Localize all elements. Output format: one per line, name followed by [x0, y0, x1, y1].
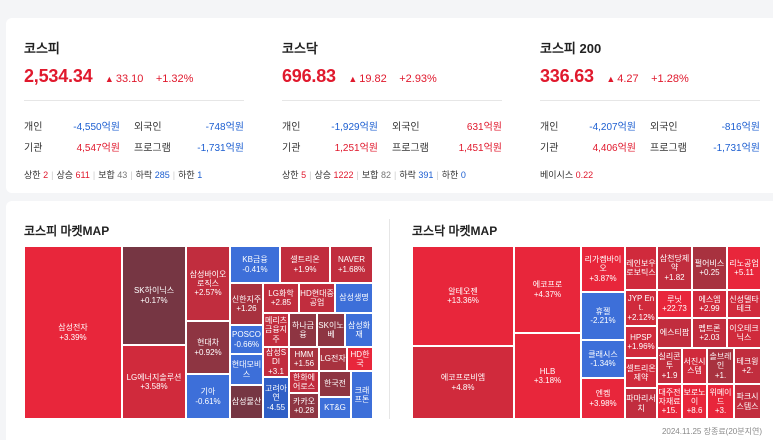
treemap-tile[interactable]: 위메이드 +3.: [707, 384, 734, 419]
treemap-tile[interactable]: 펩트론 +2.03: [692, 318, 727, 348]
treemap-tile[interactable]: 셀트리온제약: [625, 358, 657, 388]
index-name[interactable]: 코스피: [24, 41, 60, 56]
index-value: 2,534.34: [24, 66, 93, 86]
treemap-tile[interactable]: 고려아연 -4.55: [263, 377, 289, 419]
index-change: ▲ 4.27: [606, 73, 639, 85]
treemap-tile[interactable]: 휴젤 -2.21%: [581, 292, 625, 340]
treemap-tile[interactable]: SK이노베: [317, 313, 345, 347]
treemap-tile[interactable]: 하나금융: [289, 313, 317, 347]
timestamp: 2024.11.25 장종료(20분지연): [661, 427, 762, 436]
treemap-tile[interactable]: 신한지주 +1.26: [230, 283, 263, 325]
treemap-tile[interactable]: 에코프로비엠 +4.8%: [412, 346, 514, 419]
treemap-tile[interactable]: 에스엠 +2.99: [692, 290, 727, 318]
treemap-tile[interactable]: LG화학 +2.85: [263, 283, 299, 313]
index-price-row: 336.63 ▲ 4.27 +1.28%: [540, 66, 689, 87]
up-triangle-icon: ▲: [606, 74, 616, 84]
index-name[interactable]: 코스피 200: [540, 41, 602, 56]
treemap-tile[interactable]: 현대모비스: [230, 354, 263, 385]
treemap-tile[interactable]: 메리츠금융지주: [263, 313, 289, 347]
treemap-tile[interactable]: 파마리서치: [625, 388, 657, 419]
investor-institution: 기관 4,547억원 프로그램 -1,731억원: [24, 143, 244, 154]
treemap-tile[interactable]: JYP Ent. +2.12%: [625, 290, 657, 326]
index-value: 336.63: [540, 66, 594, 86]
advance-decline-stats: 상한 5 | 상승 1222 | 보합 82 | 하락 391 | 하한 0: [282, 170, 466, 180]
index-rate: +2.93%: [399, 73, 437, 85]
basis-stat: 베이시스 0.22: [540, 170, 594, 180]
investor-individual: 개인 -4,207억원 외국인 -816억원: [540, 122, 760, 133]
treemap-tile[interactable]: 루닛 +22.73: [657, 290, 692, 318]
treemap-tile[interactable]: HMM +1.56: [289, 347, 319, 371]
treemap-tile[interactable]: 파크시스템스: [734, 384, 761, 419]
treemap-tile[interactable]: 테크윙 +2.: [734, 348, 761, 384]
index-value: 696.83: [282, 66, 336, 86]
treemap-tile[interactable]: HLB +3.18%: [514, 333, 581, 419]
divider: [389, 219, 390, 419]
treemap-tile[interactable]: 한화에어로스: [289, 371, 319, 393]
investor-individual: 개인 -1,929억원 외국인 631억원: [282, 122, 502, 133]
treemap-tile[interactable]: 알테오젠 +13.36%: [412, 246, 514, 346]
treemap-tile[interactable]: 실리콘투 +1.9: [657, 348, 682, 384]
up-triangle-icon: ▲: [348, 74, 358, 84]
treemap-tile[interactable]: 삼성물산: [230, 385, 263, 419]
treemap-tile[interactable]: 삼성전자 +3.39%: [24, 246, 122, 419]
treemap-tile[interactable]: 리가켐바이오 +3.87%: [581, 246, 625, 292]
index-change: ▲ 33.10: [104, 73, 144, 85]
kospi-treemap: 삼성전자 +3.39% SK하이닉스 +0.17% LG에너지솔루션 +3.58% 삼…: [24, 246, 373, 419]
treemap-tile[interactable]: SK하이닉스 +0.17%: [122, 246, 186, 345]
treemap-tile[interactable]: 기아 -0.61%: [186, 374, 230, 419]
index-rate: +1.32%: [155, 73, 194, 85]
index-price-row: 696.83 ▲ 19.82 +2.93%: [282, 66, 437, 87]
treemap-tile[interactable]: 에코프로 +4.37%: [514, 246, 581, 333]
investor-institution: 기관 4,406억원 프로그램 -1,731억원: [540, 143, 760, 154]
treemap-tile[interactable]: 카카오 +0.28: [289, 393, 319, 419]
index-price-row: 2,534.34 ▲ 33.10 +1.32%: [24, 66, 193, 87]
treemap-tile[interactable]: 클래시스 -1.34%: [581, 340, 625, 378]
index-change: ▲ 19.82: [348, 73, 387, 85]
index-summary-panel: 코스피 2,534.34 ▲ 33.10 +1.32% 개인 -4,550억원 외…: [6, 18, 773, 193]
treemap-tile[interactable]: KB금융 -0.41%: [230, 246, 280, 283]
treemap-tile[interactable]: LG전자: [319, 347, 347, 371]
kosdaq-map-title[interactable]: 코스닥 마켓MAP: [412, 224, 498, 238]
treemap-tile[interactable]: 신성델타테크: [727, 290, 761, 318]
investor-individual: 개인 -4,550억원 외국인 -748억원: [24, 122, 244, 133]
treemap-tile[interactable]: POSCO -0.66%: [230, 325, 263, 354]
treemap-tile[interactable]: 크래프톤: [351, 371, 373, 419]
treemap-tile[interactable]: 삼성SDI +3.1: [263, 347, 289, 377]
kosdaq-treemap: 알테오젠 +13.36% 에코프로비엠 +4.8% 에코프로 +4.37% HLB +3…: [412, 246, 761, 419]
treemap-tile[interactable]: 서진시스템: [682, 348, 707, 384]
treemap-tile[interactable]: HPSP +1.96%: [625, 326, 657, 358]
up-triangle-icon: ▲: [104, 74, 114, 84]
treemap-tile[interactable]: HD한국: [347, 347, 373, 371]
advance-decline-stats: 상한 2 | 상승 611 | 보합 43 | 하락 285 | 하한 1: [24, 170, 203, 180]
index-rate: +1.28%: [651, 73, 689, 85]
treemap-tile[interactable]: 에스티팜: [657, 318, 692, 348]
treemap-tile[interactable]: 삼천당제약 +1.82: [657, 246, 692, 290]
treemap-tile[interactable]: 이오테크닉스: [727, 318, 761, 348]
divider: [540, 100, 760, 101]
treemap-tile[interactable]: 한국전: [319, 371, 351, 397]
treemap-tile[interactable]: 엔켐 +3.98%: [581, 378, 625, 419]
index-name[interactable]: 코스닥: [282, 41, 318, 56]
kospi-map-title[interactable]: 코스피 마켓MAP: [24, 224, 110, 238]
treemap-tile[interactable]: 삼성바이오로직스 +2.57%: [186, 246, 230, 321]
treemap-tile[interactable]: NAVER +1.68%: [330, 246, 373, 283]
treemap-tile[interactable]: 리노공업 +5.11: [727, 246, 761, 290]
treemap-tile[interactable]: 현대차 +0.92%: [186, 321, 230, 374]
treemap-tile[interactable]: KT&G: [319, 397, 351, 419]
divider: [24, 100, 244, 101]
treemap-tile[interactable]: 대주전자재료 +15.: [657, 384, 682, 419]
market-map-panel: 코스피 마켓MAP 코스닥 마켓MAP 삼성전자 +3.39% SK하이닉스 +0.…: [6, 201, 773, 440]
treemap-tile[interactable]: 펄어비스 +0.25: [692, 246, 727, 290]
treemap-tile[interactable]: 솔브레인 +1.: [707, 348, 734, 384]
investor-institution: 기관 1,251억원 프로그램 1,451억원: [282, 143, 502, 154]
divider: [282, 100, 502, 101]
treemap-tile[interactable]: 레인보우로보틱스: [625, 246, 657, 290]
treemap-tile[interactable]: 삼성화재: [345, 313, 373, 347]
treemap-tile[interactable]: LG에너지솔루션 +3.58%: [122, 345, 186, 419]
treemap-tile[interactable]: 보로노이 +8.6: [682, 384, 707, 419]
treemap-tile[interactable]: 삼성생명: [335, 283, 373, 313]
treemap-tile[interactable]: 셀트리온 +1.9%: [280, 246, 330, 283]
treemap-tile[interactable]: HD현대중공업: [299, 283, 335, 313]
